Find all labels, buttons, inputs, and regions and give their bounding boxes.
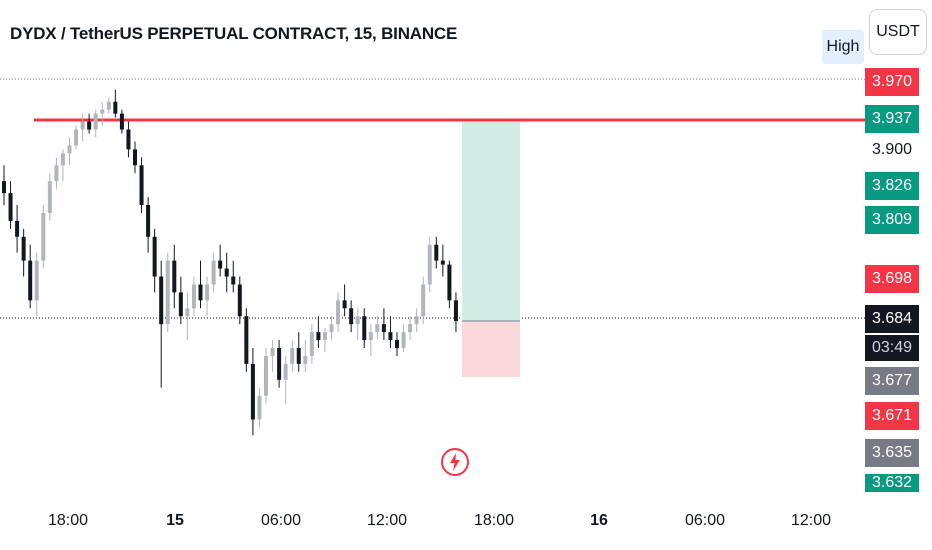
candle-body bbox=[296, 348, 301, 364]
candle-body bbox=[34, 260, 39, 301]
price-label: 3.900 bbox=[871, 141, 913, 158]
candle-body bbox=[178, 292, 183, 317]
time-label: 12:00 bbox=[366, 512, 408, 529]
candle-body bbox=[283, 363, 288, 380]
candle-body bbox=[414, 316, 419, 325]
candle-body bbox=[453, 300, 458, 321]
candle-body bbox=[21, 236, 26, 261]
candle-body bbox=[381, 324, 386, 333]
candle-body bbox=[146, 205, 151, 237]
candle-body bbox=[93, 113, 98, 130]
candle-body bbox=[165, 260, 170, 325]
stop-zone[interactable] bbox=[462, 321, 520, 377]
candle-body bbox=[244, 316, 249, 364]
candle-body bbox=[198, 284, 203, 301]
candle-body bbox=[191, 284, 196, 309]
candle-body bbox=[159, 276, 164, 325]
candle-body bbox=[447, 264, 452, 301]
price-label: 3.677 bbox=[865, 367, 919, 395]
chart-title: DYDX / TetherUS PERPETUAL CONTRACT, 15, … bbox=[10, 24, 458, 43]
candle-body bbox=[224, 268, 229, 277]
candle-body bbox=[2, 181, 6, 194]
candle-body bbox=[329, 324, 334, 333]
price-label: 3.937 bbox=[865, 105, 919, 133]
time-label: 16 bbox=[590, 512, 608, 529]
price-label: 3.671 bbox=[865, 402, 919, 430]
candle-body bbox=[388, 332, 393, 341]
candle-body bbox=[250, 363, 255, 420]
candle-body bbox=[218, 260, 223, 269]
price-label: 3.826 bbox=[865, 172, 919, 200]
candle-body bbox=[257, 395, 262, 420]
candle-body bbox=[303, 355, 308, 364]
candle-body bbox=[41, 212, 46, 261]
candle-body bbox=[440, 260, 445, 265]
price-label: 3.684 bbox=[865, 305, 919, 333]
price-label: 3.698 bbox=[865, 265, 919, 293]
candle-body bbox=[290, 348, 295, 364]
candle-body bbox=[119, 113, 124, 130]
candle-body bbox=[106, 101, 111, 110]
candle-body bbox=[172, 260, 177, 293]
countdown-label: 03:49 bbox=[865, 335, 919, 361]
candle-body bbox=[309, 332, 314, 356]
candle-body bbox=[100, 109, 105, 114]
candle-body bbox=[126, 129, 131, 150]
candle-body bbox=[237, 284, 242, 317]
target-zone[interactable] bbox=[462, 120, 520, 321]
price-label: 3.809 bbox=[865, 206, 919, 234]
candle-body bbox=[211, 260, 216, 285]
candle-body bbox=[74, 129, 79, 146]
candle-body bbox=[277, 348, 282, 380]
candle-body bbox=[185, 308, 190, 317]
candle-body bbox=[15, 220, 20, 237]
candle-body bbox=[113, 101, 118, 114]
candle-body bbox=[395, 340, 399, 349]
candle-body bbox=[421, 284, 426, 317]
candle-body bbox=[8, 193, 13, 221]
candle-body bbox=[342, 300, 347, 309]
candle-body bbox=[349, 308, 354, 325]
candle-body bbox=[322, 332, 327, 341]
time-label: 06:00 bbox=[260, 512, 302, 529]
candle-body bbox=[408, 324, 413, 333]
candle-body bbox=[264, 355, 268, 396]
candle-body bbox=[205, 284, 210, 301]
candle-body bbox=[67, 145, 72, 154]
time-label: 18:00 bbox=[47, 512, 89, 529]
candle-body bbox=[80, 121, 85, 130]
candle-body bbox=[133, 149, 137, 166]
price-label: 3.632 bbox=[865, 474, 919, 492]
candle-body bbox=[427, 244, 432, 285]
time-label: 06:00 bbox=[684, 512, 726, 529]
price-label: 3.970 bbox=[865, 68, 919, 96]
candle-body bbox=[434, 244, 439, 261]
candle-body bbox=[270, 348, 275, 356]
candle-body bbox=[28, 260, 33, 301]
candle-body bbox=[336, 300, 341, 325]
candle-body bbox=[139, 165, 144, 206]
time-label: 12:00 bbox=[790, 512, 832, 529]
candle-body bbox=[368, 332, 373, 341]
currency-button[interactable]: USDT bbox=[869, 9, 927, 55]
candle-body bbox=[231, 276, 236, 285]
candle-body bbox=[362, 316, 367, 341]
flash-icon[interactable] bbox=[440, 447, 470, 477]
candle-body bbox=[152, 236, 157, 277]
high-badge[interactable]: High bbox=[822, 30, 864, 64]
candle-body bbox=[47, 181, 52, 213]
price-label: 3.635 bbox=[865, 439, 919, 467]
candle-body bbox=[316, 332, 321, 341]
candle-body bbox=[60, 153, 65, 166]
candle-body bbox=[54, 165, 59, 182]
candles bbox=[2, 89, 458, 436]
candle-body bbox=[401, 332, 406, 349]
candle-body bbox=[375, 324, 380, 333]
time-label: 18:00 bbox=[473, 512, 515, 529]
candle-body bbox=[355, 316, 360, 325]
time-label: 15 bbox=[166, 512, 184, 529]
candle-body bbox=[87, 121, 92, 130]
